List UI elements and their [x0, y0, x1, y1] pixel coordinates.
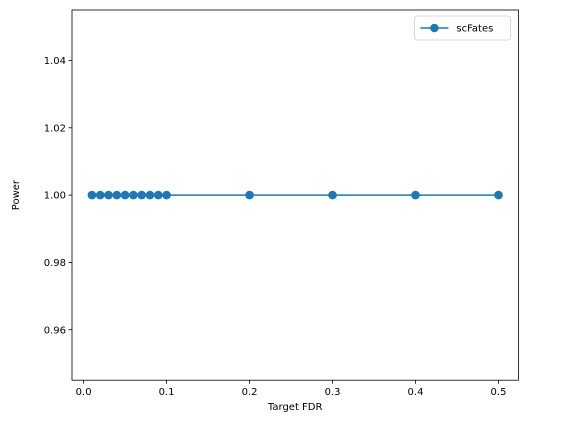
x-tick-label: 0.4: [408, 387, 424, 398]
legend-label: scFates: [456, 24, 493, 35]
data-point: [245, 191, 254, 200]
legend-marker-swatch: [430, 24, 439, 33]
data-point: [162, 191, 171, 200]
data-point: [411, 191, 420, 200]
legend: scFates: [414, 16, 510, 40]
data-point: [104, 191, 113, 200]
y-tick-label: 1.04: [44, 56, 66, 67]
data-point: [137, 191, 146, 200]
data-point: [154, 191, 163, 200]
x-tick-label: 0.0: [76, 387, 92, 398]
data-point: [121, 191, 130, 200]
y-tick-label: 0.96: [44, 325, 66, 336]
y-tick-label: 0.98: [44, 258, 66, 269]
data-point: [96, 191, 105, 200]
data-point: [328, 191, 337, 200]
x-tick-label: 0.1: [159, 387, 175, 398]
data-point: [113, 191, 122, 200]
x-tick-label: 0.3: [325, 387, 341, 398]
y-tick-label: 1.02: [44, 123, 66, 134]
data-point: [88, 191, 97, 200]
y-tick-label: 1.00: [44, 191, 66, 202]
y-axis-label: Power: [11, 179, 22, 210]
data-point: [494, 191, 503, 200]
data-point: [146, 191, 155, 200]
x-axis-label: Target FDR: [267, 402, 323, 413]
x-tick-label: 0.5: [491, 387, 507, 398]
data-point: [129, 191, 138, 200]
x-tick-label: 0.2: [242, 387, 258, 398]
